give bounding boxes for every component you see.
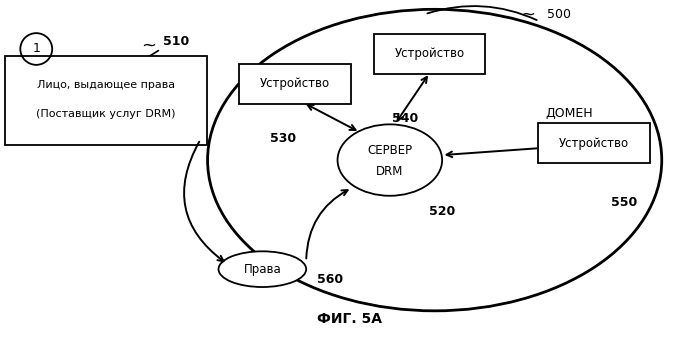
FancyBboxPatch shape (240, 64, 351, 103)
Text: Устройство: Устройство (260, 77, 331, 90)
Text: ~: ~ (520, 5, 535, 23)
Text: 520: 520 (428, 205, 455, 218)
Text: Лицо, выдающее права: Лицо, выдающее права (37, 80, 175, 90)
Text: 530: 530 (271, 132, 296, 145)
Text: Устройство: Устройство (395, 47, 465, 61)
Text: 560: 560 (317, 272, 343, 286)
Ellipse shape (338, 124, 442, 196)
Text: DRM: DRM (376, 166, 403, 178)
Text: 540: 540 (391, 112, 418, 125)
FancyBboxPatch shape (538, 123, 650, 163)
Text: Устройство: Устройство (559, 137, 629, 150)
Text: 1: 1 (32, 43, 40, 55)
Ellipse shape (219, 251, 306, 287)
Text: ДОМЕН: ДОМЕН (545, 107, 593, 120)
Text: Права: Права (243, 263, 281, 276)
Text: СЕРВЕР: СЕРВЕР (367, 144, 412, 156)
Text: 550: 550 (611, 196, 637, 209)
Text: 510: 510 (163, 34, 189, 48)
Text: (Поставщик услуг DRM): (Поставщик услуг DRM) (36, 110, 175, 119)
FancyBboxPatch shape (6, 56, 207, 145)
Text: ФИГ. 5А: ФИГ. 5А (317, 312, 382, 326)
Text: ~: ~ (141, 36, 157, 54)
FancyBboxPatch shape (374, 34, 486, 74)
Text: 500: 500 (547, 8, 571, 21)
